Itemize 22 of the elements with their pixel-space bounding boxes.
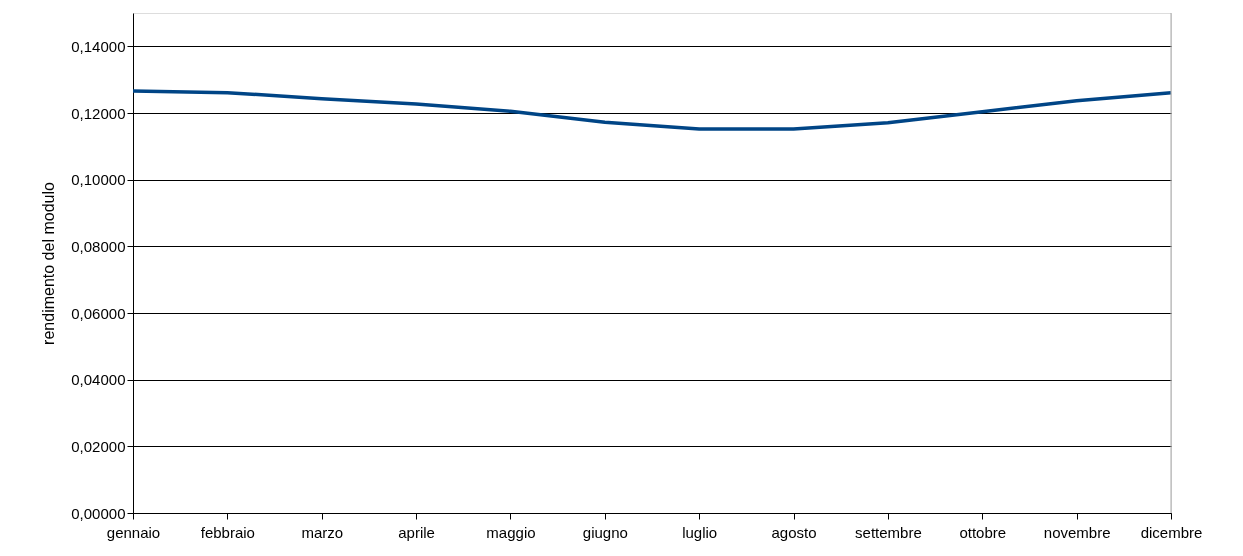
y-tick-label: 0,08000 (71, 237, 126, 255)
x-tick-label: maggio (486, 523, 536, 541)
y-tick-label: 0,00000 (71, 504, 126, 522)
y-tick-label: 0,12000 (71, 104, 126, 122)
y-axis-title: rendimento del modulo (40, 182, 58, 345)
x-tick-label: novembre (1043, 523, 1111, 541)
x-tick-label: agosto (771, 523, 817, 541)
y-tick-label: 0,06000 (71, 304, 126, 322)
x-tick-label: giugno (582, 523, 628, 541)
x-tick-label: aprile (398, 523, 435, 541)
x-tick-label: settembre (855, 523, 922, 541)
y-tick-label: 0,04000 (71, 371, 126, 389)
y-tick-label: 0,14000 (71, 37, 126, 55)
x-tick-label: febbraio (200, 523, 255, 541)
x-tick-label: ottobre (959, 523, 1007, 541)
y-tick-label: 0,10000 (71, 171, 126, 189)
y-tick-label: 0,02000 (71, 437, 126, 455)
x-tick-label: luglio (682, 523, 718, 541)
x-tick-label: marzo (301, 523, 344, 541)
line-series (131, 89, 1173, 131)
x-tick-label: dicembre (1140, 523, 1203, 541)
x-tick-label: gennaio (106, 523, 161, 541)
